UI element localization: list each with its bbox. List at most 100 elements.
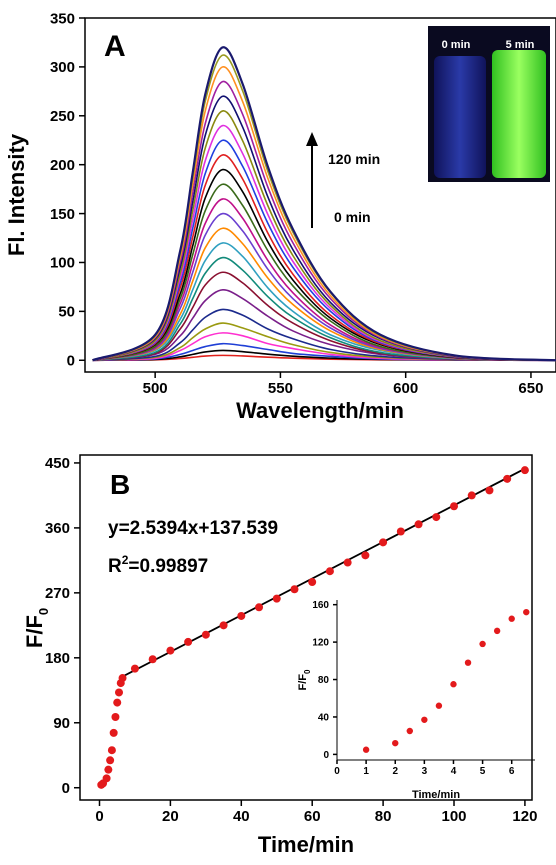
y-tick-label: 200	[50, 157, 75, 174]
y-tick-label: 160	[312, 600, 329, 611]
y-tick-label: 360	[45, 520, 70, 537]
y-tick-label: 0	[67, 353, 75, 370]
data-point	[520, 466, 529, 475]
x-tick-label: 600	[393, 380, 418, 397]
r-squared-part: R	[108, 556, 122, 577]
y-tick-label: 350	[50, 10, 75, 27]
spectrum-line	[92, 183, 556, 362]
spectrum-line	[92, 66, 556, 362]
x-tick-label: 5	[480, 766, 486, 777]
r-squared-part: =0.99897	[128, 556, 208, 577]
photo-label: 5 min	[506, 39, 535, 51]
data-point	[421, 716, 428, 723]
data-point	[508, 615, 515, 622]
x-tick-label: 650	[518, 380, 543, 397]
data-point	[361, 551, 370, 560]
data-point	[272, 594, 281, 603]
data-point	[435, 702, 443, 709]
spectrum-line	[92, 110, 556, 362]
data-point	[106, 756, 115, 765]
data-point	[114, 688, 123, 697]
x-tick-label: 100	[441, 808, 466, 825]
data-point	[219, 621, 228, 630]
y-axis-label-part: F/F	[22, 615, 47, 648]
data-point	[130, 664, 139, 673]
x-axis-label: Wavelength/min	[236, 398, 404, 423]
x-tick-label: 1	[363, 766, 369, 777]
data-point	[111, 712, 120, 721]
data-point	[166, 646, 175, 655]
y-tick-label: 100	[50, 255, 75, 272]
y-tick-label: 0	[323, 750, 329, 761]
y-axis-label: F/F0	[22, 608, 51, 648]
x-tick-label: 0	[95, 808, 103, 825]
x-tick-label: 40	[233, 808, 250, 825]
data-point	[325, 567, 334, 576]
plot-frame	[79, 454, 533, 801]
r-squared: R2=0.99897	[108, 553, 208, 577]
photo-label: 0 min	[442, 39, 471, 51]
x-tick-label: 80	[375, 808, 392, 825]
y-axis-label-part: F/F	[297, 674, 309, 691]
data-point	[464, 659, 472, 666]
data-point	[362, 746, 370, 753]
data-point	[237, 611, 246, 620]
spectrum-line	[92, 256, 556, 362]
panel-label: A	[104, 30, 126, 63]
x-axis-label: Time/min	[412, 789, 460, 801]
vial	[492, 50, 546, 178]
x-tick-label: 120	[512, 808, 537, 825]
data-point	[503, 474, 512, 483]
y-axis-label-part: 0	[36, 608, 51, 615]
y-tick-label: 180	[45, 650, 70, 667]
y-tick-label: 90	[53, 715, 70, 732]
data-point	[392, 739, 399, 747]
x-tick-label: 500	[143, 380, 168, 397]
y-tick-label: 120	[312, 638, 329, 649]
y-axis-label: Fl. Intensity	[4, 133, 29, 256]
y-tick-label: 40	[318, 712, 330, 723]
annotation: 0 min	[334, 209, 371, 225]
data-point	[432, 513, 441, 522]
data-point	[184, 637, 193, 646]
annotation: 120 min	[328, 151, 380, 167]
data-point	[523, 608, 530, 616]
x-tick-label: 60	[304, 808, 321, 825]
data-point	[396, 527, 405, 536]
x-tick-label: 0	[334, 766, 340, 777]
y-axis-label-part: 0	[303, 669, 312, 674]
arrow-head	[306, 132, 318, 146]
x-tick-label: 3	[422, 766, 428, 777]
data-point	[102, 774, 111, 783]
data-point	[479, 640, 486, 648]
y-tick-label: 80	[318, 675, 330, 686]
y-tick-label: 250	[50, 108, 75, 125]
panel-label: B	[110, 469, 130, 500]
data-point	[201, 630, 210, 639]
x-tick-label: 4	[451, 766, 457, 777]
x-tick-label: 550	[268, 380, 293, 397]
spectrum-line	[92, 308, 556, 362]
r-squared-part: 2	[122, 553, 129, 567]
data-point	[450, 502, 459, 511]
equation: y=2.5394x+137.539	[108, 518, 278, 539]
data-point	[467, 491, 476, 500]
y-tick-label: 50	[58, 304, 75, 321]
data-point	[118, 674, 127, 683]
y-tick-label: 150	[50, 206, 75, 223]
y-tick-label: 300	[50, 59, 75, 76]
spectrum-line	[92, 46, 556, 362]
data-point	[109, 728, 118, 737]
x-tick-label: 6	[509, 766, 515, 777]
data-point	[343, 558, 352, 567]
spectrum-line	[92, 80, 556, 362]
data-point	[113, 698, 122, 707]
x-tick-label: 2	[392, 766, 398, 777]
data-point	[414, 520, 423, 529]
data-point	[107, 746, 116, 755]
data-point	[485, 486, 494, 495]
x-axis-label: Time/min	[258, 832, 354, 857]
vial	[434, 56, 486, 178]
